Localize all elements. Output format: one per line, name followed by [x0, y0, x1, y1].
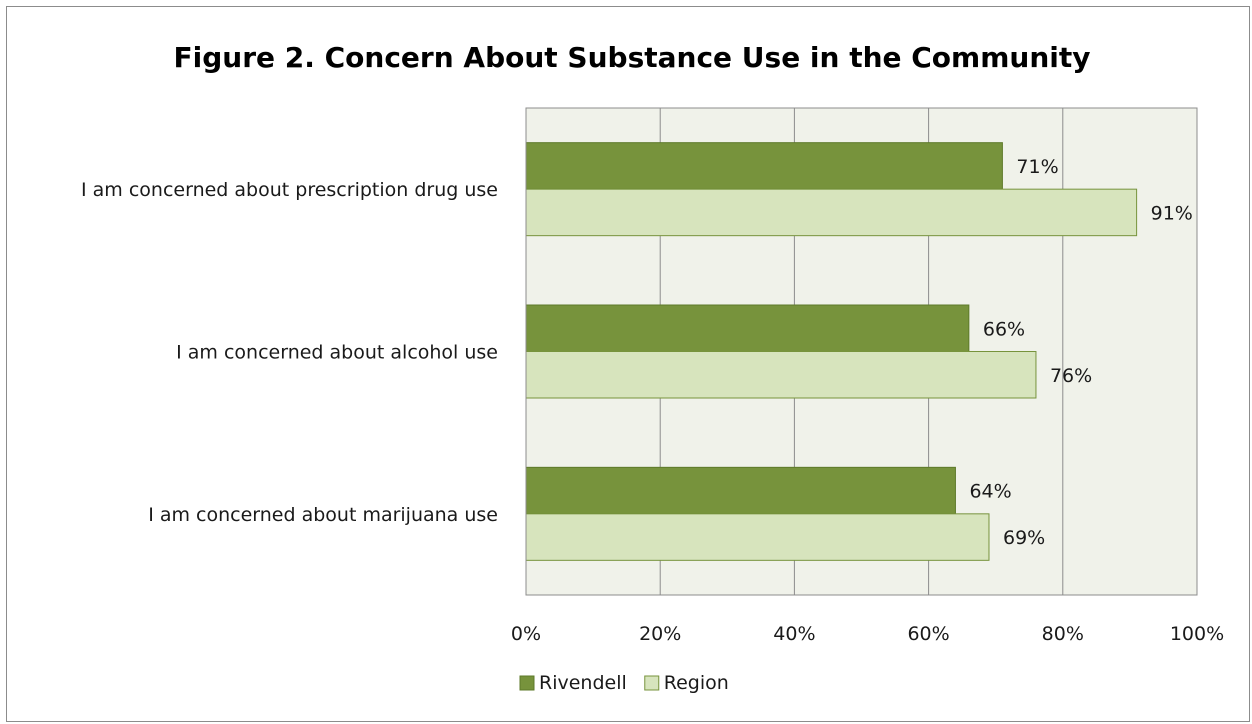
x-tick-label: 40% — [773, 623, 815, 645]
data-label: 64% — [969, 481, 1011, 503]
category-label: I am concerned about alcohol use — [176, 342, 498, 364]
data-label: 66% — [983, 318, 1025, 340]
bar-rivendell — [525, 304, 970, 352]
x-tick-label: 0% — [511, 623, 541, 645]
x-tick-label: 60% — [907, 623, 949, 645]
legend-label-region: Region — [664, 672, 729, 694]
labels: I am concerned about prescription drug u… — [81, 156, 1193, 549]
data-label: 76% — [1050, 365, 1092, 387]
axes: 0% 20% 40% 60% 80% 100% — [511, 108, 1224, 645]
data-label: 91% — [1151, 202, 1193, 224]
bar-rivendell — [525, 466, 956, 515]
bar-region — [525, 351, 1037, 399]
legend-swatch-region — [644, 675, 660, 691]
bar-rivendell — [525, 142, 1003, 190]
legend-swatch-rivendell — [519, 675, 535, 691]
data-label: 71% — [1016, 156, 1058, 178]
category-label: I am concerned about prescription drug u… — [81, 179, 498, 201]
chart-title: Figure 2. Concern About Substance Use in… — [174, 41, 1091, 74]
bar-region — [525, 188, 1138, 237]
bars — [525, 142, 1138, 561]
x-tick-label: 80% — [1042, 623, 1084, 645]
legend: Rivendell Region — [519, 672, 729, 694]
bar-region — [525, 513, 990, 561]
legend-label-rivendell: Rivendell — [539, 672, 627, 694]
x-tick-label: 20% — [639, 623, 681, 645]
x-tick-label: 100% — [1170, 623, 1224, 645]
data-label: 69% — [1003, 527, 1045, 549]
category-label: I am concerned about marijuana use — [148, 504, 498, 526]
